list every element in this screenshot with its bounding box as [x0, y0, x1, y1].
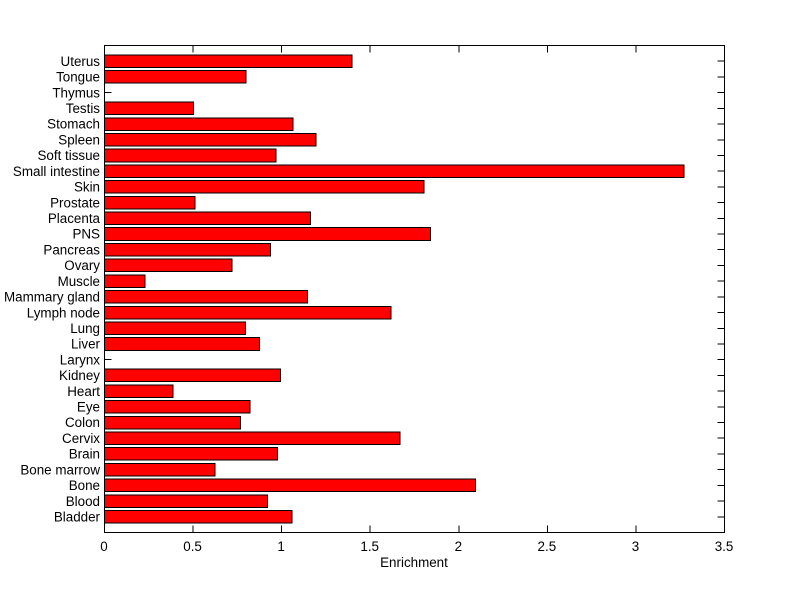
svg-text:Placenta: Placenta: [48, 211, 101, 226]
svg-text:2: 2: [455, 539, 462, 554]
svg-text:3.5: 3.5: [715, 539, 734, 554]
svg-text:Cervix: Cervix: [62, 431, 100, 446]
svg-text:Stomach: Stomach: [47, 117, 100, 132]
svg-text:Prostate: Prostate: [50, 195, 100, 210]
svg-text:Bladder: Bladder: [54, 510, 101, 525]
svg-text:3: 3: [632, 539, 639, 554]
svg-text:Enrichment: Enrichment: [380, 555, 448, 570]
svg-text:Small intestine: Small intestine: [13, 164, 100, 179]
svg-text:Brain: Brain: [69, 447, 100, 462]
svg-text:Pancreas: Pancreas: [43, 242, 100, 257]
svg-text:0: 0: [100, 539, 107, 554]
svg-text:Bone: Bone: [69, 478, 100, 493]
svg-text:Eye: Eye: [77, 400, 100, 415]
svg-text:Colon: Colon: [65, 415, 100, 430]
svg-text:PNS: PNS: [72, 227, 100, 242]
svg-text:Liver: Liver: [71, 337, 101, 352]
svg-text:1: 1: [277, 539, 284, 554]
svg-text:Thymus: Thymus: [52, 85, 100, 100]
svg-text:2.5: 2.5: [538, 539, 557, 554]
svg-text:Lymph node: Lymph node: [27, 305, 100, 320]
svg-text:Kidney: Kidney: [59, 368, 100, 383]
svg-text:Bone marrow: Bone marrow: [20, 462, 100, 477]
svg-text:Ovary: Ovary: [64, 258, 100, 273]
svg-text:Uterus: Uterus: [61, 54, 101, 69]
svg-text:Spleen: Spleen: [58, 133, 100, 148]
svg-text:Skin: Skin: [74, 180, 100, 195]
svg-text:Soft tissue: Soft tissue: [37, 148, 100, 163]
svg-text:Testis: Testis: [66, 101, 101, 116]
svg-text:Mammary gland: Mammary gland: [4, 290, 100, 305]
svg-text:Tongue: Tongue: [56, 70, 100, 85]
svg-text:0.5: 0.5: [183, 539, 202, 554]
svg-text:Muscle: Muscle: [58, 274, 100, 289]
svg-text:Larynx: Larynx: [60, 352, 100, 367]
svg-text:1.5: 1.5: [360, 539, 379, 554]
svg-text:Blood: Blood: [66, 494, 100, 509]
svg-text:Heart: Heart: [67, 384, 100, 399]
svg-text:Lung: Lung: [70, 321, 100, 336]
